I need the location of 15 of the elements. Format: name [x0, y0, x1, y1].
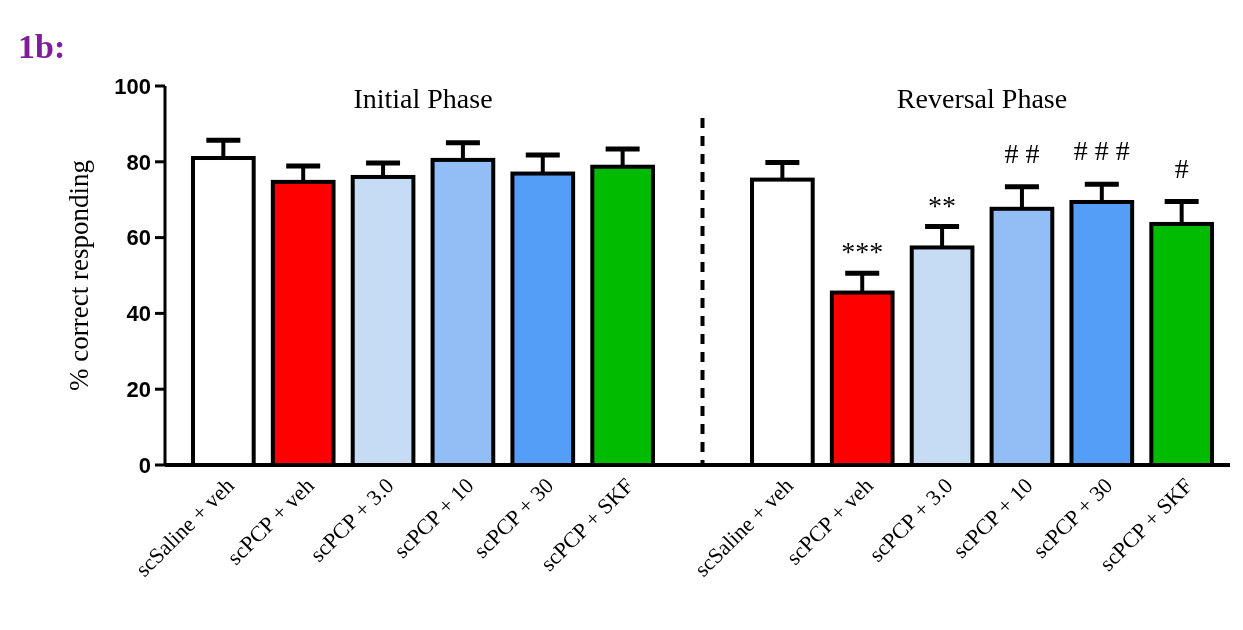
annotation: # [1174, 152, 1189, 184]
y-tick-label: 100 [114, 73, 151, 99]
y-tick-label: 80 [126, 149, 151, 175]
annotation: Reversal Phase [896, 83, 1068, 114]
y-tick-label: 40 [126, 301, 151, 327]
y-tick-label: 0 [138, 452, 151, 478]
chart-title: 1b: [18, 28, 66, 65]
y-tick-label: 20 [126, 376, 151, 402]
y-axis-title: % correct responding [64, 160, 94, 391]
annotation: *** [841, 236, 884, 268]
y-tick-label: 60 [126, 225, 151, 251]
annotation: # # [1004, 137, 1040, 169]
annotation: ** [928, 189, 957, 221]
annotation: # # # [1073, 135, 1130, 167]
annotation: Initial Phase [353, 83, 493, 114]
